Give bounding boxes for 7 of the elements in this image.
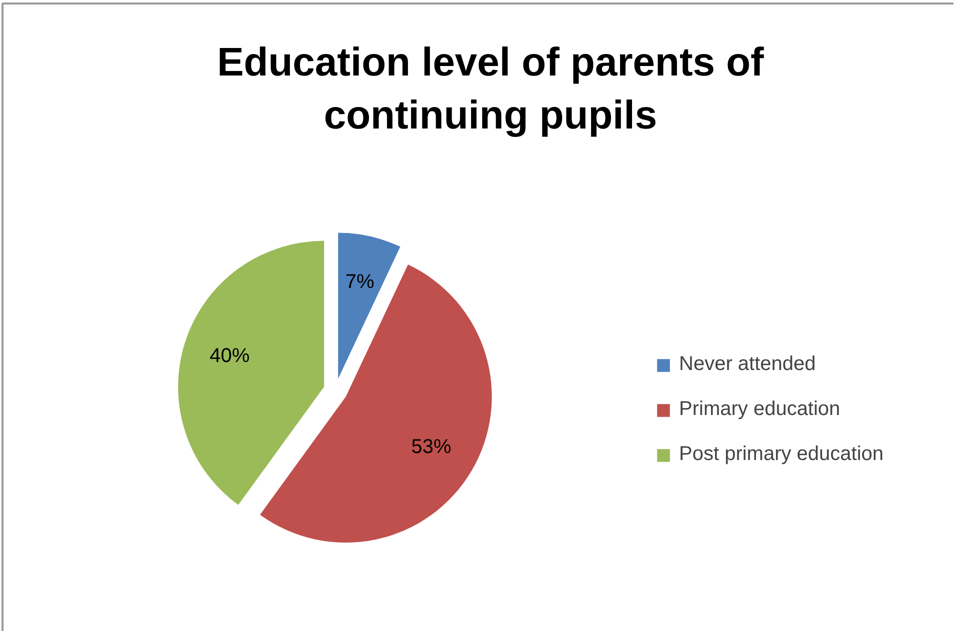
legend-label: Never attended — [679, 353, 816, 376]
chart-title: Education level of parents of continuing pupils — [217, 40, 765, 138]
data-label: 7% — [345, 270, 374, 293]
data-label: 53% — [411, 436, 452, 458]
legend-label: Primary education — [679, 398, 840, 421]
data-label: 40% — [210, 345, 250, 368]
legend-label: Post primary education — [679, 443, 884, 466]
